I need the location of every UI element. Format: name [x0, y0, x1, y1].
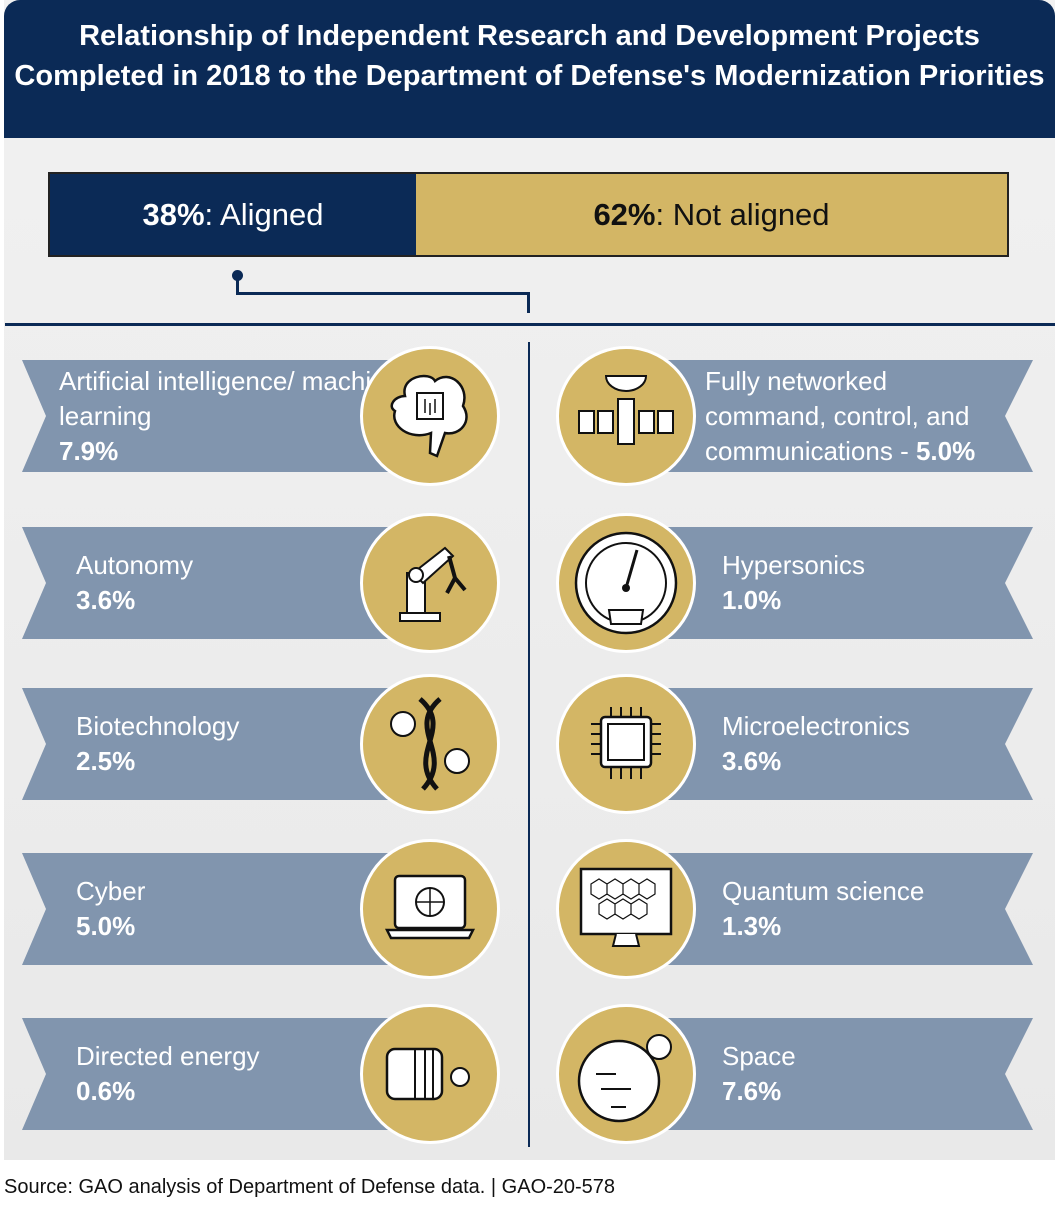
priority-pct: 2.5%	[76, 746, 136, 776]
aligned-segment: 38%: Aligned	[50, 174, 416, 255]
monitor-lattice-icon	[579, 867, 673, 947]
not-aligned-segment: 62%: Not aligned	[416, 174, 1007, 255]
speedometer-icon	[574, 531, 678, 635]
planet-moon-icon	[577, 1034, 672, 1123]
source-note: Source: GAO analysis of Department of De…	[4, 1176, 616, 1198]
priority-label: Space	[722, 1041, 796, 1071]
laptop-globe-icon	[384, 874, 476, 940]
priority-pct: 5.0%	[915, 435, 976, 466]
priority-banner: Fully networked command, control, and co…	[630, 360, 1033, 472]
priority-pct: 7.9%	[59, 435, 119, 466]
microchip-icon	[591, 707, 661, 779]
priority-label: Fully networked command, control, and co…	[705, 365, 970, 466]
priority-banner: Directed energy 0.6%	[22, 1018, 422, 1130]
priority-icon-circle	[556, 674, 696, 814]
alignment-bar: 38%: Aligned 62%: Not aligned	[48, 172, 1009, 257]
brain-chip-icon	[390, 374, 468, 458]
priority-icon-circle	[360, 513, 500, 653]
priority-banner: Artificial intelligence/ machine learnin…	[22, 360, 422, 472]
priority-pct: 7.6%	[722, 1076, 782, 1106]
aligned-pct: 38%	[142, 196, 205, 232]
priority-icon-circle	[360, 1004, 500, 1144]
priority-icon-circle	[360, 839, 500, 979]
priority-label: Directed energy	[76, 1041, 260, 1071]
priority-label: Microelectronics	[722, 711, 910, 741]
priority-pct: 3.6%	[722, 746, 782, 776]
priority-icon-circle	[556, 1004, 696, 1144]
priority-banner: Quantum science 1.3%	[630, 853, 1033, 965]
priority-icon-circle	[360, 674, 500, 814]
priority-icon-circle	[360, 346, 500, 486]
priority-icon-circle	[556, 346, 696, 486]
priority-icon-circle	[556, 839, 696, 979]
satellite-icon	[578, 375, 674, 445]
aligned-label: : Aligned	[204, 196, 324, 232]
priority-pct: 1.3%	[722, 911, 782, 941]
not-aligned-pct: 62%	[593, 196, 656, 232]
priority-banner: Microelectronics 3.6%	[630, 688, 1033, 800]
priority-pct: 1.0%	[722, 585, 782, 615]
priority-banner: Autonomy 3.6%	[22, 527, 422, 639]
not-aligned-label: : Not aligned	[655, 196, 830, 232]
laser-icon	[385, 1047, 470, 1101]
priority-banner: Space 7.6%	[630, 1018, 1033, 1130]
priority-icon-circle	[556, 513, 696, 653]
priority-banner: Biotechnology 2.5%	[22, 688, 422, 800]
priority-label: Hypersonics	[722, 550, 866, 580]
priority-label: Quantum science	[722, 876, 925, 906]
priority-label: Biotechnology	[76, 711, 240, 741]
priority-banner: Hypersonics 1.0%	[630, 527, 1033, 639]
dna-gears-icon	[390, 697, 470, 791]
priority-pct: 3.6%	[76, 585, 136, 615]
priority-pct: 0.6%	[76, 1076, 136, 1106]
priority-banner: Cyber 5.0%	[22, 853, 422, 965]
robot-arm-icon	[399, 546, 467, 622]
priority-label: Artificial intelligence/ machine learnin…	[59, 365, 401, 431]
priority-label: Autonomy	[76, 550, 194, 580]
page-title: Relationship of Independent Research and…	[4, 0, 1055, 138]
priority-label: Cyber	[76, 876, 146, 906]
priority-pct: 5.0%	[76, 911, 136, 941]
